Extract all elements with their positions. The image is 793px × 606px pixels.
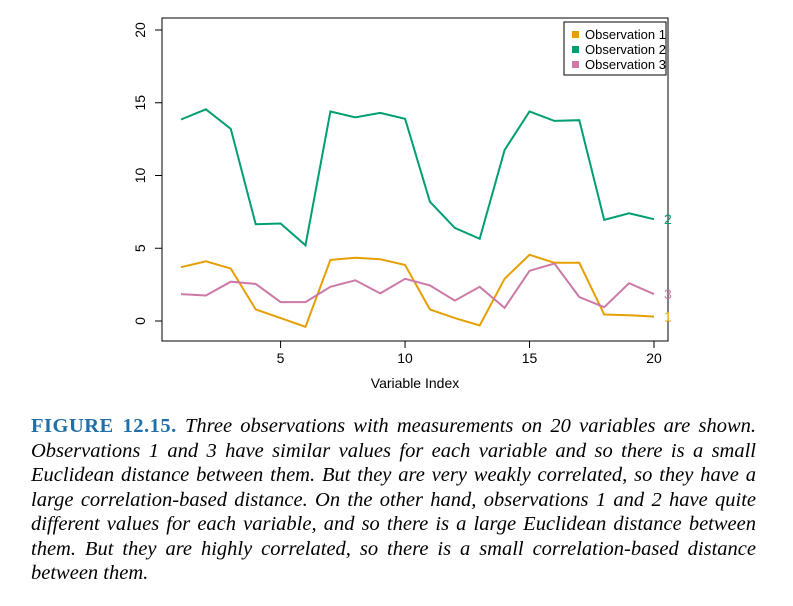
x-tick-label: 20 [646,350,662,366]
legend-entry: Observation 3 [585,57,666,72]
legend-box [563,21,667,76]
x-tick-label: 5 [277,350,285,366]
series-end-label-3: 3 [664,286,672,302]
line-chart: 5 10 15 20 0 5 10 15 20 1 2 3 Variable Index Obse… [132,17,672,391]
series-line-3 [180,262,655,310]
series-layer [180,108,655,329]
y-tick-label: 20 [132,22,148,38]
figure-caption: FIGURE 12.15. Three observations with me… [31,414,756,586]
x-tick-label: 10 [397,350,413,366]
legend-entry: Observation 2 [585,42,666,57]
legend-swatch [572,46,579,53]
y-tick-label: 0 [132,317,148,325]
x-axis: 5 10 15 20 [277,340,662,366]
figure-label: FIGURE 12.15. [31,415,177,437]
y-tick-label: 5 [132,244,148,252]
legend-swatch [572,31,579,38]
y-tick-label: 15 [132,95,148,111]
y-axis: 0 5 10 15 20 [132,22,163,325]
legend-swatch [572,61,579,68]
series-end-labels: 1 2 3 [664,211,672,324]
series-line-1 [180,253,655,329]
legend-entry: Observation 1 [585,27,666,42]
x-tick-label: 15 [522,350,538,366]
series-end-label-2: 2 [664,211,672,227]
series-line-2 [180,108,655,248]
series-end-label-1: 1 [664,309,672,325]
y-tick-label: 10 [132,168,148,184]
caption-text: Three observations with measurements on … [31,415,756,584]
x-axis-label: Variable Index [371,375,459,391]
